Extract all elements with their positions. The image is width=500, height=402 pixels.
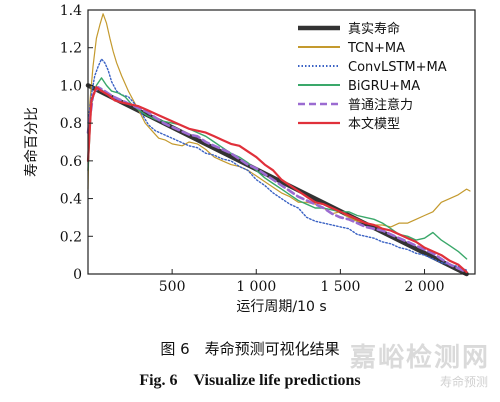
- watermark-subtext: 寿命预测: [439, 375, 488, 389]
- legend-label-5: 本文模型: [348, 117, 400, 132]
- y-tick-label: 1.4: [60, 3, 82, 19]
- series-line-4: [86, 86, 468, 274]
- figure-caption-english: Fig. 6 Visualize life predictions: [139, 372, 361, 389]
- x-tick-label: 2 000: [404, 279, 444, 295]
- plot-frame: [87, 9, 476, 275]
- legend-label-2: ConvLSTM+MA: [348, 60, 447, 75]
- y-tick-label: 0.8: [60, 116, 82, 132]
- x-axis-label: 运行周期/10 s: [236, 299, 326, 315]
- legend-background: [292, 15, 470, 135]
- x-tick-label: 500: [159, 279, 186, 295]
- y-axis-label: 寿命百分比: [23, 107, 40, 177]
- x-tick-label: 1 500: [320, 279, 360, 295]
- legend-label-0: 真实寿命: [348, 21, 400, 37]
- y-tick-label: 1.0: [60, 78, 82, 94]
- watermark-logo: 嘉峪检测网: [349, 343, 490, 373]
- y-tick-label: 0.6: [60, 154, 82, 170]
- series-line-5: [86, 86, 468, 274]
- legend-label-4: 普通注意力: [348, 97, 413, 113]
- y-tick-label: 0.4: [60, 192, 82, 208]
- legend-label-1: TCN+MA: [347, 41, 405, 56]
- life-prediction-chart: 0 0.2 0.4 0.6 0.8 1.0 1.2 1.4 500 1 000 1 500 2 000…: [23, 3, 476, 315]
- y-tick-label: 0.2: [60, 229, 82, 245]
- x-tick-label: 1 000: [236, 279, 276, 295]
- figure-caption-chinese: 图 6 寿命预测可视化结果: [160, 340, 340, 358]
- legend-label-3: BiGRU+MA: [348, 79, 420, 94]
- y-tick-label: 1.2: [60, 41, 82, 57]
- y-tick-label: 0: [73, 267, 82, 283]
